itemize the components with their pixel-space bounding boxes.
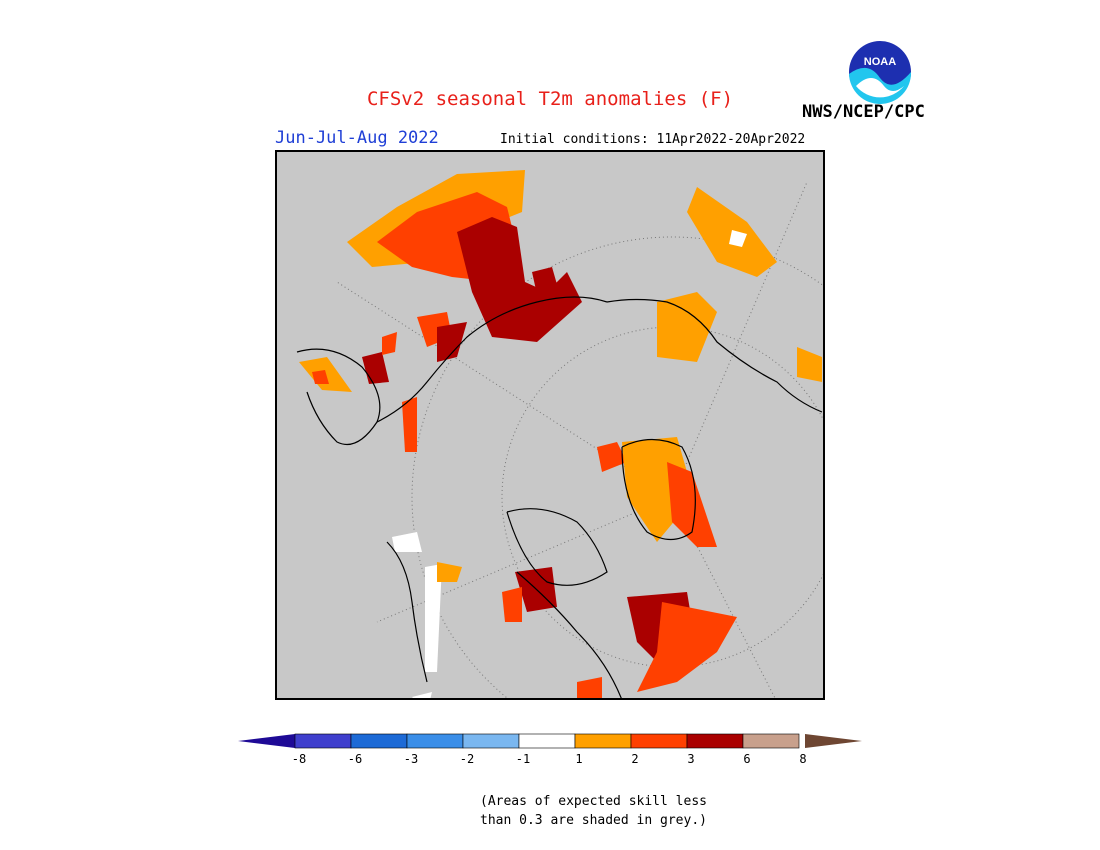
colorbar-box (518, 733, 576, 749)
colorbar-box (462, 733, 520, 749)
colorbar-box (574, 733, 632, 749)
colorbar-tick-label: 6 (743, 752, 750, 766)
colorbar-tick-label: -3 (404, 752, 418, 766)
anomaly-region-greenland (622, 437, 687, 542)
colorbar-tick-label: -6 (348, 752, 362, 766)
colorbar-tick-label: 2 (631, 752, 638, 766)
anomaly-region-russia-west (637, 602, 737, 692)
colorbar-box (686, 733, 744, 749)
colorbar-box (630, 733, 688, 749)
colorbar-tick-label: -2 (460, 752, 474, 766)
skill-footnote: (Areas of expected skill less than 0.3 a… (480, 792, 707, 830)
colorbar-tick-label: 3 (687, 752, 694, 766)
colorbar-box (406, 733, 464, 749)
colorbar-high-arrow (805, 734, 862, 748)
colorbar-tick-label: -8 (292, 752, 306, 766)
colorbar-box (350, 733, 408, 749)
noaa-logo: NOAA (849, 41, 912, 104)
colorbar-box (294, 733, 352, 749)
anomaly-fields (299, 170, 822, 698)
initial-conditions-label: Initial conditions: 11Apr2022-20Apr2022 (500, 132, 806, 147)
noaa-logo-text: NOAA (864, 56, 896, 68)
colorbar-box (742, 733, 800, 749)
colorbar-low-arrow (238, 734, 295, 748)
coastlines (296, 296, 823, 698)
polar-map (275, 150, 825, 700)
map-title: CFSv2 seasonal T2m anomalies (F) (366, 88, 734, 110)
colorbar-tick-label: -1 (516, 752, 530, 766)
season-label: Jun-Jul-Aug 2022 (275, 128, 439, 148)
colorbar-tick-label: 8 (799, 752, 806, 766)
colorbar: -8 -6 -3 -2 -1 1 2 3 6 8 (238, 733, 862, 766)
footnote-line-2: than 0.3 are shaded in grey.) (480, 813, 707, 828)
colorbar-tick-label: 1 (575, 752, 582, 766)
agency-label: NWS/NCEP/CPC (802, 102, 925, 122)
anomaly-region-east-siberia (457, 217, 582, 342)
footnote-line-1: (Areas of expected skill less (480, 794, 707, 809)
